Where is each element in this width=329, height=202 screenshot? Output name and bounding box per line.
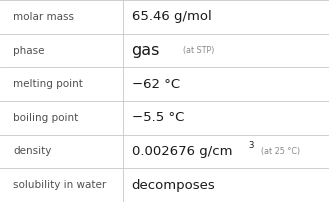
Text: solubility in water: solubility in water: [13, 180, 106, 190]
Text: melting point: melting point: [13, 79, 83, 89]
Text: gas: gas: [132, 43, 160, 58]
Text: 0.002676 g/cm: 0.002676 g/cm: [132, 145, 232, 158]
Text: (at 25 °C): (at 25 °C): [261, 147, 300, 156]
Text: decomposes: decomposes: [132, 179, 215, 192]
Text: −5.5 °C: −5.5 °C: [132, 111, 184, 124]
Text: (at STP): (at STP): [183, 46, 214, 55]
Text: phase: phase: [13, 45, 45, 56]
Text: 65.46 g/mol: 65.46 g/mol: [132, 10, 211, 23]
Text: boiling point: boiling point: [13, 113, 78, 123]
Text: −62 °C: −62 °C: [132, 78, 180, 91]
Text: molar mass: molar mass: [13, 12, 74, 22]
Text: density: density: [13, 146, 52, 157]
Text: 3: 3: [248, 141, 254, 150]
